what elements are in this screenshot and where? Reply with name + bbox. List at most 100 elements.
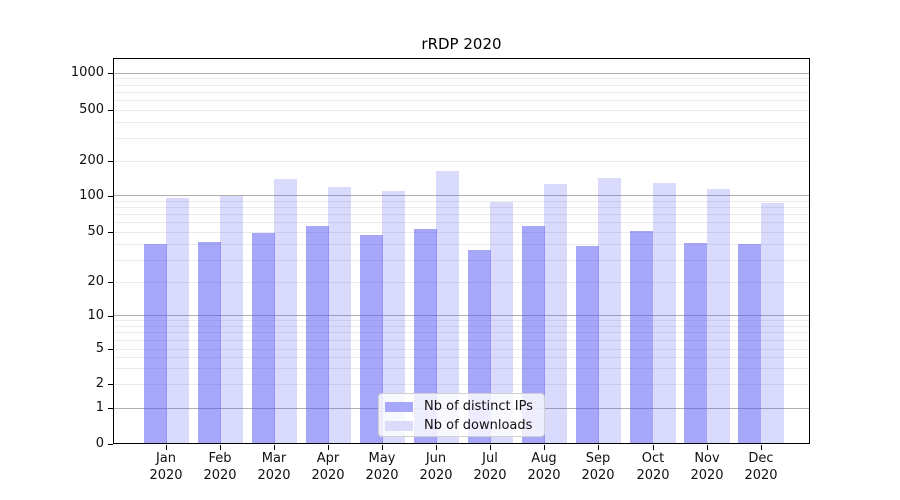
x-tick-mark (166, 445, 167, 450)
gridline-minor (114, 122, 809, 123)
gridline-major (114, 73, 809, 74)
x-tick-mark (490, 445, 491, 450)
x-tick-label: Sep 2020 (581, 451, 615, 483)
y-tick-label: 500 (79, 102, 104, 117)
x-tick-mark (707, 445, 708, 450)
legend-swatch-distinct-ips (385, 401, 413, 412)
y-tick-mark (108, 384, 113, 385)
x-tick-label: Oct 2020 (636, 451, 670, 483)
legend-swatch-downloads (385, 420, 413, 431)
bar-feb-downloads (220, 196, 243, 444)
bar-feb-ips (198, 242, 221, 444)
bar-jun-ips (414, 229, 437, 444)
bar-nov-ips (684, 243, 707, 444)
y-tick-label: 1 (95, 400, 104, 415)
x-tick-mark (598, 445, 599, 450)
legend-row-downloads: Nb of downloads (385, 416, 544, 435)
x-tick-label: Dec 2020 (744, 451, 778, 483)
bar-oct-ips (630, 231, 653, 444)
bar-aug-ips (522, 226, 545, 444)
x-tick-label: Jul 2020 (473, 451, 507, 483)
gridline-minor (114, 92, 809, 93)
bar-apr-downloads (328, 187, 351, 444)
gridline-minor (114, 349, 809, 350)
gridline-minor (114, 85, 809, 86)
y-tick-mark (108, 408, 113, 409)
gridline-minor (114, 332, 809, 333)
x-tick-mark (544, 445, 545, 450)
bar-jul-downloads (490, 202, 513, 444)
chart-title: rRDP 2020 (421, 35, 502, 53)
x-tick-label: Aug 2020 (527, 451, 561, 483)
y-tick-label: 2 (95, 376, 104, 391)
y-tick-label: 0 (95, 436, 104, 451)
bar-jun-downloads (436, 171, 459, 444)
y-tick-mark (108, 161, 113, 162)
y-tick-mark (108, 444, 113, 445)
legend-label-downloads: Nb of downloads (424, 418, 533, 433)
y-tick-mark (108, 73, 113, 74)
x-tick-label: Mar 2020 (257, 451, 291, 483)
y-tick-label: 5 (95, 341, 104, 356)
gridline-minor (114, 340, 809, 341)
x-tick-label: May 2020 (365, 451, 399, 483)
gridline-minor (114, 222, 809, 223)
bar-dec-downloads (761, 203, 784, 444)
x-tick-mark (220, 445, 221, 450)
y-tick-label: 10 (87, 308, 104, 323)
bar-mar-ips (252, 233, 275, 444)
gridline-minor (114, 78, 809, 79)
x-tick-mark (436, 445, 437, 450)
x-tick-label: Jun 2020 (419, 451, 453, 483)
gridline-minor (114, 110, 809, 111)
bar-nov-downloads (707, 189, 730, 444)
y-tick-label: 200 (79, 153, 104, 168)
legend-label-distinct-ips: Nb of distinct IPs (424, 399, 533, 414)
x-tick-label: Jan 2020 (149, 451, 183, 483)
bar-jan-ips (144, 244, 167, 444)
bar-dec-ips (738, 244, 761, 444)
y-tick-label: 100 (79, 188, 104, 203)
legend-row-distinct-ips: Nb of distinct IPs (385, 397, 544, 416)
y-tick-label: 50 (87, 224, 104, 239)
gridline-minor (114, 161, 809, 162)
x-tick-mark (274, 445, 275, 450)
legend: Nb of distinct IPs Nb of downloads (378, 393, 545, 437)
gridline-minor (114, 326, 809, 327)
bar-oct-downloads (653, 183, 676, 444)
y-tick-mark (108, 110, 113, 111)
gridline-minor (114, 260, 809, 261)
gridline-minor (114, 282, 809, 283)
plot-frame (113, 58, 810, 444)
gridline-minor (114, 368, 809, 369)
x-tick-label: Apr 2020 (311, 451, 345, 483)
bar-sep-ips (576, 246, 599, 444)
y-tick-mark (108, 282, 113, 283)
x-tick-label: Nov 2020 (690, 451, 724, 483)
gridline-major (114, 315, 809, 316)
y-tick-mark (108, 196, 113, 197)
gridline-minor (114, 244, 809, 245)
gridline-minor (114, 320, 809, 321)
y-tick-label: 1000 (70, 65, 104, 80)
gridline-minor (114, 138, 809, 139)
gridline-minor (114, 384, 809, 385)
bar-mar-downloads (274, 179, 297, 444)
bar-jan-downloads (166, 198, 189, 444)
y-tick-label: 20 (87, 274, 104, 289)
gridline-minor (114, 100, 809, 101)
bar-sep-downloads (598, 178, 621, 444)
gridline-minor (114, 201, 809, 202)
x-tick-mark (382, 445, 383, 450)
gridline-minor (114, 232, 809, 233)
y-tick-mark (108, 349, 113, 350)
y-tick-mark (108, 316, 113, 317)
bar-apr-ips (306, 226, 329, 444)
gridline-minor (114, 214, 809, 215)
gridline-minor (114, 357, 809, 358)
x-tick-mark (653, 445, 654, 450)
x-tick-mark (328, 445, 329, 450)
gridline-major (114, 195, 809, 196)
bar-may-downloads (382, 191, 405, 444)
